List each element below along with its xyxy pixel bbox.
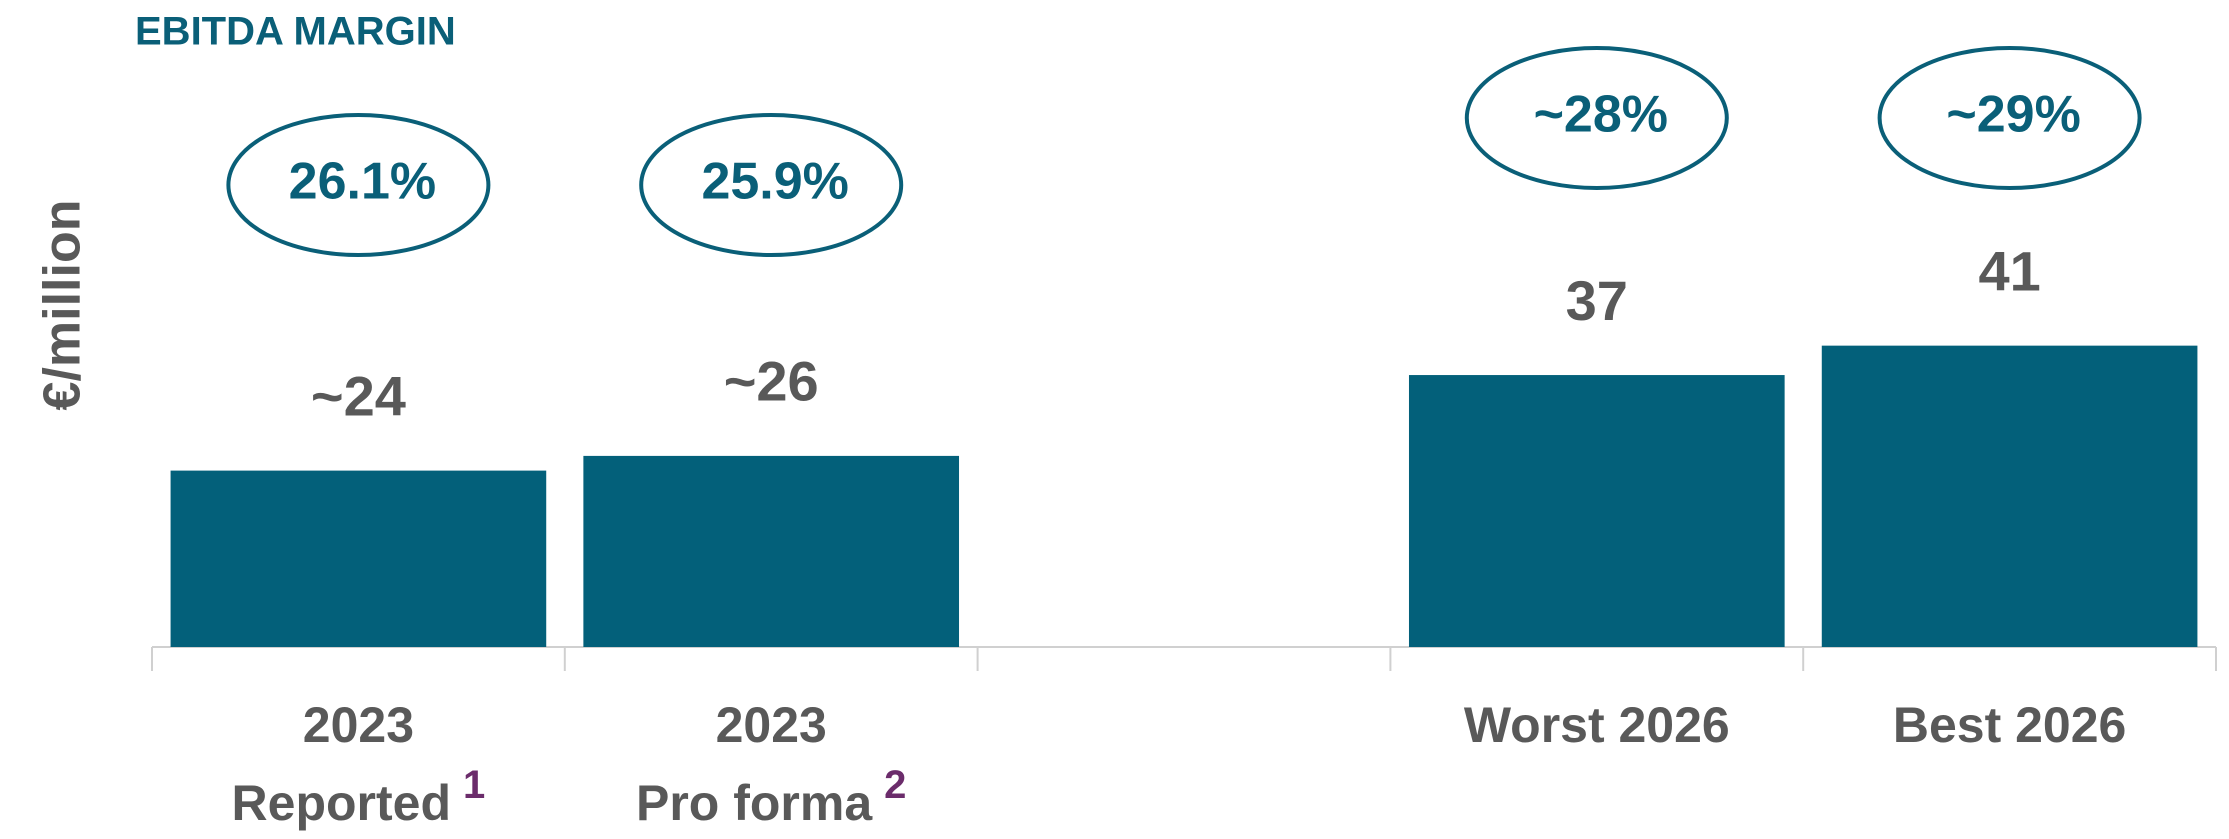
margin-ellipse	[639, 113, 904, 257]
x-tick-label-text: Worst 2026	[1464, 697, 1730, 753]
footnote-marker: 1	[463, 763, 485, 807]
x-tick-label: 2023	[303, 697, 414, 753]
x-tick-label-text: 2023	[303, 697, 414, 753]
x-tick-label: Worst 2026	[1464, 697, 1730, 753]
x-tick-label-text: Pro forma	[636, 775, 873, 831]
margin-label: 25.9%	[701, 153, 848, 211]
bar	[1408, 375, 1785, 647]
x-tick-label: Best 2026	[1893, 697, 2127, 753]
footnote-marker: 2	[884, 763, 906, 807]
x-tick-label-text: Best 2026	[1893, 697, 2127, 753]
x-tick-label: 2023	[716, 697, 827, 753]
margin-ellipse	[1877, 46, 2142, 190]
margin-label: 26.1%	[289, 153, 436, 211]
value-label: 37	[1566, 269, 1628, 332]
y-axis-label: €/million	[34, 200, 92, 411]
x-tick-label-text: 2023	[716, 697, 827, 753]
margin-ellipse	[1464, 46, 1729, 190]
bar	[1821, 345, 2198, 647]
value-label: ~24	[311, 364, 406, 427]
bar	[583, 455, 960, 647]
x-tick-label-text: Reported	[232, 775, 451, 831]
margin-label: ~28%	[1534, 86, 1668, 144]
value-label: ~26	[724, 350, 819, 413]
x-tick-label: Reported 1	[232, 763, 486, 832]
margin-label: ~29%	[1946, 86, 2080, 144]
x-tick-label: Pro forma 2	[636, 763, 906, 832]
bar	[170, 470, 547, 647]
value-label: 41	[1978, 239, 2040, 302]
chart-title: EBITDA MARGIN	[135, 10, 456, 54]
margin-ellipse	[226, 113, 491, 257]
